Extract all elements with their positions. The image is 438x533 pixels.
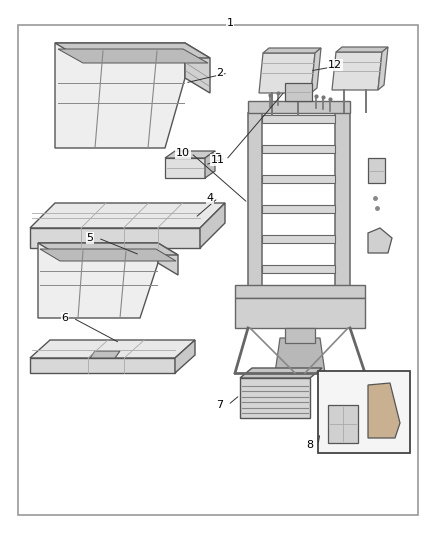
Polygon shape: [368, 158, 385, 183]
Polygon shape: [262, 175, 335, 183]
Polygon shape: [368, 383, 400, 438]
Polygon shape: [262, 205, 335, 213]
Polygon shape: [40, 249, 176, 261]
Polygon shape: [235, 285, 365, 298]
Text: 11: 11: [211, 155, 225, 165]
Text: 1: 1: [226, 18, 233, 28]
Polygon shape: [285, 328, 315, 343]
Polygon shape: [200, 203, 225, 248]
Polygon shape: [30, 340, 195, 358]
Polygon shape: [368, 228, 392, 253]
Text: 5: 5: [86, 233, 93, 243]
Polygon shape: [248, 113, 262, 293]
Polygon shape: [165, 151, 215, 158]
Polygon shape: [336, 47, 388, 52]
Polygon shape: [165, 158, 205, 178]
Polygon shape: [262, 115, 335, 123]
Text: 2: 2: [216, 68, 223, 78]
Text: 4: 4: [206, 193, 214, 203]
Polygon shape: [311, 48, 321, 93]
Polygon shape: [30, 203, 225, 228]
Polygon shape: [275, 338, 325, 373]
Polygon shape: [175, 340, 195, 373]
Text: 7: 7: [216, 400, 223, 410]
Polygon shape: [30, 358, 175, 373]
Polygon shape: [58, 49, 208, 63]
Polygon shape: [240, 378, 310, 418]
Text: 8: 8: [307, 440, 314, 450]
Polygon shape: [262, 265, 335, 273]
Polygon shape: [262, 145, 335, 153]
Polygon shape: [235, 298, 365, 328]
Polygon shape: [259, 53, 315, 93]
Bar: [318, 371, 410, 453]
Polygon shape: [38, 243, 158, 318]
Text: 3: 3: [215, 153, 222, 163]
Polygon shape: [55, 43, 185, 148]
Polygon shape: [335, 113, 350, 293]
Polygon shape: [90, 351, 120, 358]
Polygon shape: [55, 43, 210, 58]
Polygon shape: [248, 101, 350, 113]
Polygon shape: [158, 243, 178, 275]
Polygon shape: [240, 368, 322, 378]
Polygon shape: [263, 48, 321, 53]
Polygon shape: [38, 243, 178, 255]
Polygon shape: [285, 83, 312, 101]
Polygon shape: [378, 47, 388, 90]
Text: 12: 12: [328, 60, 342, 70]
Polygon shape: [328, 405, 358, 443]
Polygon shape: [185, 43, 210, 93]
Text: 6: 6: [61, 313, 68, 323]
Polygon shape: [262, 235, 335, 243]
Polygon shape: [30, 228, 200, 248]
Polygon shape: [332, 52, 382, 90]
Text: 10: 10: [176, 148, 190, 158]
Polygon shape: [205, 151, 215, 178]
